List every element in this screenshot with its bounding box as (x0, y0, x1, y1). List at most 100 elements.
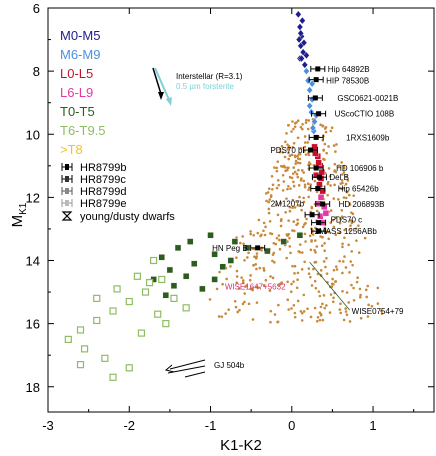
field-dot (323, 127, 327, 130)
field-dot (262, 269, 266, 272)
point-t0-t5 (264, 247, 271, 255)
field-dot (322, 149, 325, 152)
field-dot (335, 143, 338, 146)
field-dot (333, 162, 337, 166)
field-dot (302, 310, 306, 313)
field-dot (262, 283, 266, 287)
companion-points (250, 65, 331, 251)
field-dot (306, 141, 310, 144)
point-t6-t9.5 (93, 316, 101, 325)
point-m6-m9 (306, 102, 313, 110)
field-dot (271, 259, 274, 263)
field-dot (303, 260, 306, 264)
field-dot (291, 264, 294, 268)
object-label: UScoCTIO 108B (335, 110, 395, 119)
field-dot (308, 234, 312, 238)
field-dot (269, 320, 272, 324)
field-dot (319, 269, 323, 272)
companion-point (310, 185, 326, 192)
legend-young-dusty: young/dusty dwarfs (80, 211, 175, 223)
field-dot (302, 200, 306, 204)
field-dot (288, 236, 291, 240)
field-dot (266, 191, 270, 194)
object-label: PDS70 c (331, 216, 363, 225)
field-dot (296, 218, 299, 222)
forsterite-label: 0.5 µm forsterite (176, 82, 235, 91)
point-t0-t5 (227, 257, 235, 264)
field-dot (330, 126, 334, 130)
field-dot (338, 259, 341, 263)
field-dot (255, 255, 258, 258)
field-dot (276, 213, 280, 217)
point-m0-m5 (296, 23, 304, 31)
point-l6-l9 (322, 209, 330, 217)
companion-point (302, 147, 318, 154)
field-dot (267, 211, 271, 215)
field-dot (322, 260, 326, 263)
field-dot (354, 227, 358, 230)
field-dot (348, 202, 351, 205)
field-dot (240, 276, 243, 279)
field-dot (298, 204, 301, 208)
field-dot (366, 315, 370, 318)
field-dot (304, 121, 308, 124)
field-dot (315, 319, 319, 323)
field-dot (282, 180, 286, 183)
field-dot (281, 165, 284, 168)
field-dot (345, 175, 348, 179)
field-dot (273, 166, 276, 169)
field-dot (298, 161, 302, 165)
field-dot (310, 284, 314, 287)
field-dot (321, 124, 325, 128)
field-dot (352, 194, 355, 197)
field-dot (325, 272, 329, 275)
field-dot (334, 150, 337, 153)
field-dot (346, 179, 350, 182)
field-dot (277, 303, 280, 307)
point-t6-t9.5 (109, 373, 117, 381)
field-dot (366, 284, 370, 288)
field-dot (243, 300, 246, 304)
field-dot (341, 173, 344, 176)
point-t0-t5 (158, 254, 165, 261)
field-dot (292, 280, 295, 283)
legend-young-dusty-marker (61, 211, 73, 221)
field-dot (314, 286, 318, 290)
point-t0-t5 (243, 244, 251, 252)
field-dot (321, 318, 325, 322)
field-dot (327, 167, 331, 170)
field-dot (303, 185, 307, 189)
point-m0-m5 (295, 35, 303, 44)
field-dot (310, 206, 314, 210)
field-dot (274, 242, 278, 246)
field-dot (300, 251, 304, 254)
field-dot (257, 218, 261, 222)
field-dot (323, 241, 326, 245)
field-dot (288, 154, 292, 158)
field-dot (306, 127, 310, 131)
field-dot (290, 130, 293, 133)
field-dot (350, 250, 354, 253)
point-t0-t5 (211, 250, 218, 258)
field-dot (342, 186, 346, 190)
point-t6-t9.5 (182, 304, 190, 312)
object-label: WISE1647+5632 (225, 283, 286, 292)
y-tick-label: 16 (26, 317, 40, 332)
field-dot (302, 171, 305, 174)
field-dot (358, 295, 362, 299)
field-dot (331, 300, 335, 304)
field-dot (340, 178, 344, 182)
object-label: PDS70 b (270, 146, 303, 155)
field-dot (328, 311, 332, 314)
field-dot (300, 208, 303, 212)
point-l0-l5 (315, 159, 322, 166)
point-l6-l9 (317, 213, 324, 220)
field-dot (290, 282, 293, 286)
object-label: WISE0754+79 (352, 307, 404, 316)
field-dot (314, 251, 317, 254)
field-dot (303, 141, 307, 144)
field-dot (248, 278, 252, 282)
point-m0-m5 (295, 10, 302, 19)
field-dot (235, 236, 238, 239)
field-dot (365, 295, 368, 299)
